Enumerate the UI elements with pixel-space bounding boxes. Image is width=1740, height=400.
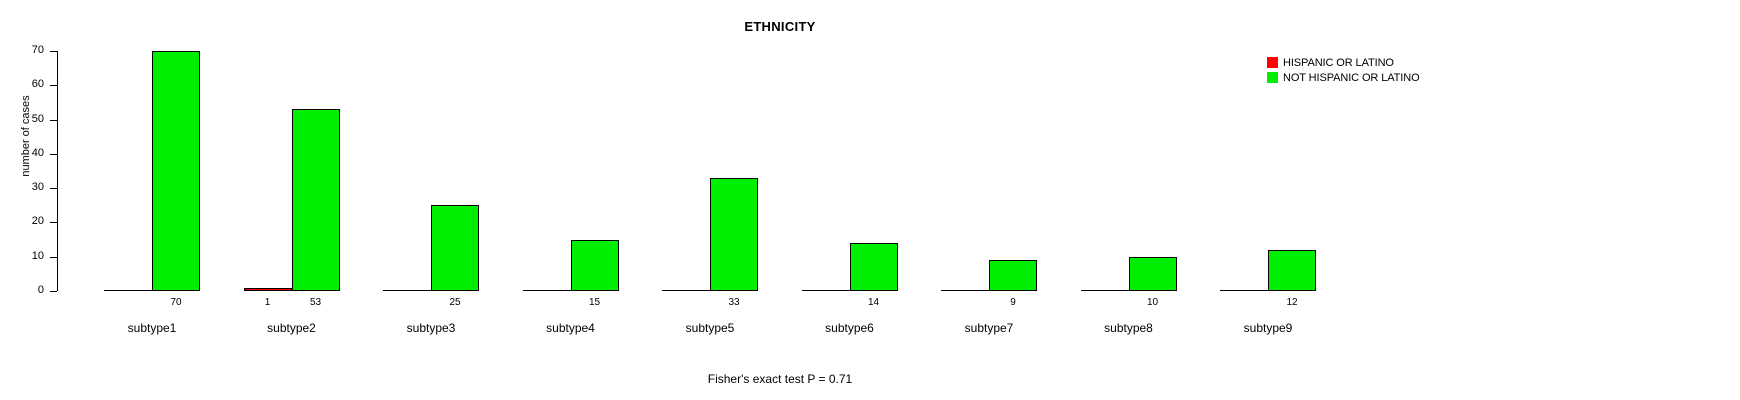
y-tick-label-wrap: 70 xyxy=(14,45,44,57)
y-tick-mark xyxy=(50,291,57,292)
bar[interactable] xyxy=(431,205,479,291)
chart-title: ETHNICITY xyxy=(744,19,816,34)
x-axis-group-label: subtype6 xyxy=(825,321,874,335)
bar-value-label: 9 xyxy=(1010,297,1016,308)
bar-value-label: 15 xyxy=(588,297,601,308)
y-tick-mark xyxy=(50,119,57,121)
y-tick-label: 20 xyxy=(31,215,44,228)
y-tick-mark xyxy=(50,51,57,52)
x-axis-group-label: subtype8 xyxy=(1104,321,1153,335)
bar[interactable] xyxy=(710,177,758,291)
x-axis-group-label: subtype9 xyxy=(1243,321,1293,335)
y-tick-label-wrap: 40 xyxy=(14,146,44,160)
legend-item-not-hispanic-or-latino: NOT HISPANIC OR LATINO xyxy=(1267,71,1420,84)
bar[interactable] xyxy=(243,287,292,291)
legend-label: NOT HISPANIC OR LATINO xyxy=(1283,71,1420,84)
y-tick-label-wrap: 60 xyxy=(14,79,44,91)
bar[interactable] xyxy=(152,51,200,291)
bar-value-label: 1 xyxy=(264,297,271,308)
bar-value-label: 12 xyxy=(1286,297,1298,308)
y-tick-mark xyxy=(50,188,57,190)
y-tick-label: 0 xyxy=(37,284,44,296)
x-axis-group-label: subtype4 xyxy=(546,321,595,335)
bar-value-label: 33 xyxy=(728,297,740,308)
legend-item-hispanic-or-latino: HISPANIC OR LATINO xyxy=(1267,56,1420,69)
bar[interactable] xyxy=(570,239,619,291)
y-tick-label: 40 xyxy=(31,146,44,159)
y-tick-label-wrap: 20 xyxy=(14,216,44,228)
y-tick-mark xyxy=(50,222,57,224)
x-axis-group-label: subtype1 xyxy=(127,321,177,335)
bar-value-label: 14 xyxy=(867,297,880,308)
y-tick-label-wrap: 50 xyxy=(14,112,44,126)
chart-legend: HISPANIC OR LATINO NOT HISPANIC OR LATIN… xyxy=(1267,56,1420,86)
y-tick-label: 30 xyxy=(31,181,44,194)
bar-value-label: 70 xyxy=(170,297,182,308)
bar[interactable] xyxy=(291,109,340,291)
y-tick-mark xyxy=(50,153,57,155)
bar-value-label: 10 xyxy=(1146,297,1159,308)
legend-swatch-icon xyxy=(1267,57,1278,68)
y-tick-label: 50 xyxy=(31,112,44,125)
y-tick-label: 60 xyxy=(31,78,44,91)
y-tick-label-wrap: 10 xyxy=(14,249,44,263)
bar-value-label: 25 xyxy=(449,297,461,308)
y-tick-mark xyxy=(50,85,57,87)
y-axis-line xyxy=(57,51,58,291)
legend-label: HISPANIC OR LATINO xyxy=(1283,56,1394,69)
bar[interactable] xyxy=(1128,256,1177,291)
y-tick-label-wrap: 30 xyxy=(14,182,44,194)
x-axis-group-label: subtype3 xyxy=(406,321,456,335)
y-tick-label-wrap: 0 xyxy=(14,285,44,297)
bar[interactable] xyxy=(849,243,898,291)
x-axis-group-label: subtype5 xyxy=(685,321,735,335)
bar-value-label: 53 xyxy=(309,297,322,308)
y-tick-label: 10 xyxy=(31,249,44,262)
x-axis-group-label: subtype2 xyxy=(267,321,316,335)
y-tick-mark xyxy=(50,256,57,258)
x-axis-group-label: subtype7 xyxy=(964,321,1014,335)
y-tick-label: 70 xyxy=(31,44,44,56)
chart-annotation: Fisher's exact test P = 0.71 xyxy=(707,372,853,386)
bar[interactable] xyxy=(989,260,1037,291)
legend-swatch-icon xyxy=(1267,72,1278,83)
bar[interactable] xyxy=(1268,249,1316,291)
